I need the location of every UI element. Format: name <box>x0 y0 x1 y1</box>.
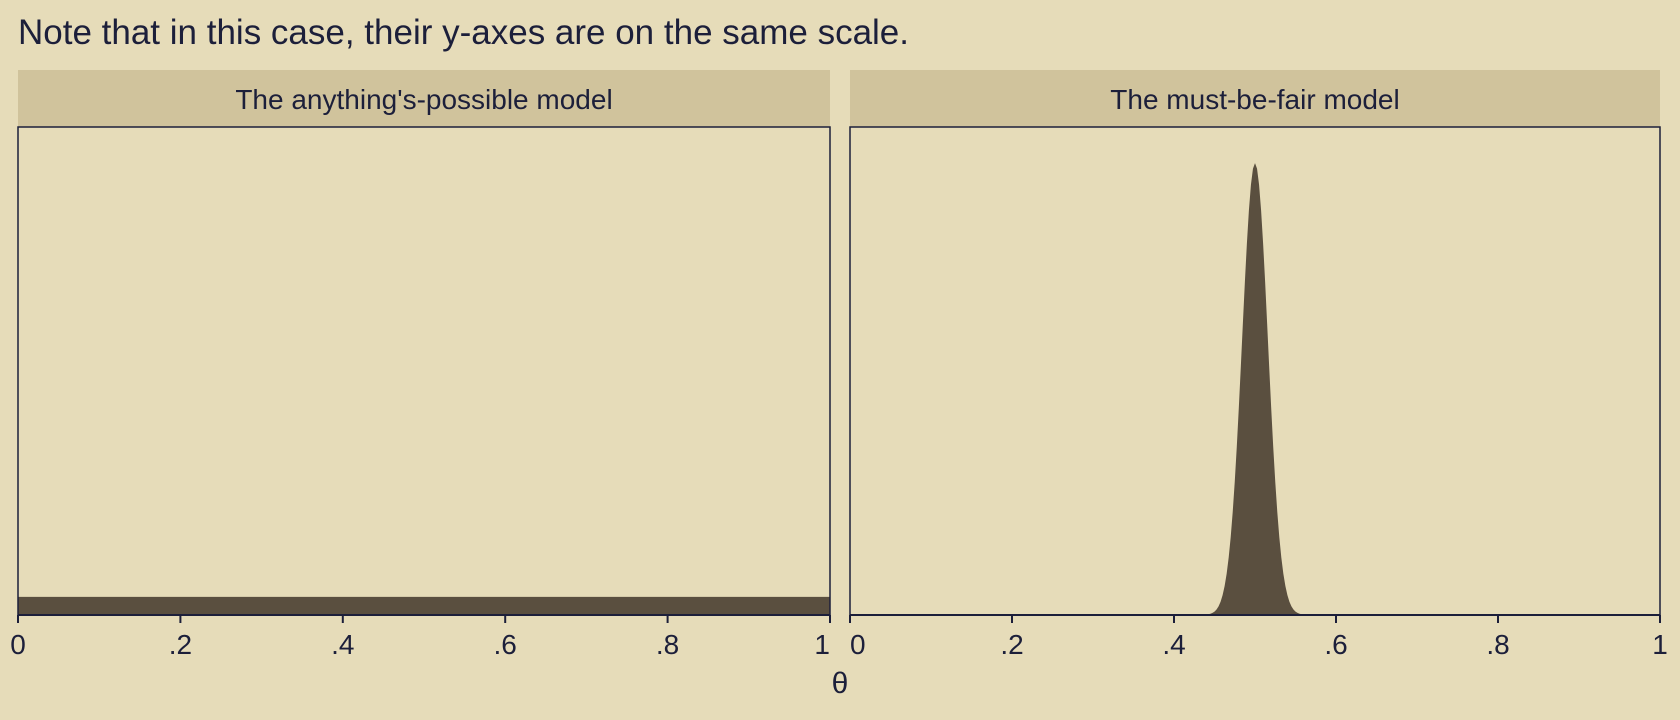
x-tick-label: 0 <box>850 629 866 660</box>
x-tick-label: .6 <box>494 629 517 660</box>
panel-2: The must-be-fair model 0 .2 .4 .6 .8 1 <box>849 70 1668 660</box>
x-tick-label: .8 <box>656 629 679 660</box>
panel-title: The must-be-fair model <box>1110 84 1399 115</box>
x-tick-label: .2 <box>169 629 192 660</box>
panel-title-strip <box>850 70 1660 127</box>
panel-title-strip <box>18 70 830 127</box>
density-area <box>18 596 830 615</box>
x-tick-label: .4 <box>331 629 354 660</box>
panel-title: The anything's-possible model <box>235 84 612 115</box>
plot-frame <box>17 126 831 616</box>
x-tick-label: .6 <box>1324 629 1347 660</box>
x-tick-label: 1 <box>814 629 830 660</box>
x-tick-label: 0 <box>10 629 26 660</box>
x-axis-label: θ <box>832 667 849 700</box>
density-area <box>850 163 1660 615</box>
panel-1: The anything's-possible model 0 .2 .4 .6 .8 1 <box>10 70 831 660</box>
x-tick-label: .4 <box>1162 629 1185 660</box>
x-tick-label: 1 <box>1652 629 1668 660</box>
x-tick-label: .8 <box>1486 629 1509 660</box>
x-tick-label: .2 <box>1000 629 1023 660</box>
caption: Note that in this case, their y-axes are… <box>18 13 909 52</box>
